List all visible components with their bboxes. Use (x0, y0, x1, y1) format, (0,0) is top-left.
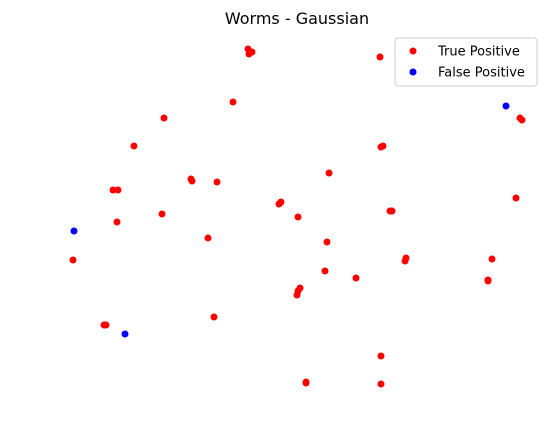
true-positive-point-10 (379, 142, 387, 150)
true-positive-point-29 (401, 257, 409, 265)
true-positive-point-14 (213, 178, 221, 186)
true-positive-point-25 (204, 234, 212, 242)
true-positive-point-37 (293, 291, 301, 299)
true-positive-point-4 (229, 98, 237, 106)
true-positive-point-17 (512, 194, 520, 202)
true-positive-point-27 (69, 256, 77, 264)
points-layer (69, 45, 526, 388)
legend-frame (394, 37, 538, 87)
true-positive-point-23 (294, 213, 302, 221)
false-positive-point-1 (70, 227, 78, 235)
true-positive-point-26 (323, 238, 331, 246)
true-positive-point-38 (210, 313, 218, 321)
legend: True Positive False Positive (394, 37, 538, 87)
true-positive-point-43 (302, 379, 310, 387)
true-positive-point-24 (113, 218, 121, 226)
true-positive-point-21 (388, 207, 396, 215)
legend-marker-false-positive (409, 68, 417, 76)
true-positive-point-15 (109, 186, 117, 194)
legend-label-false-positive: False Positive (438, 66, 525, 81)
legend-label-true-positive: True Positive (437, 45, 520, 60)
true-positive-point-3 (376, 53, 384, 61)
true-positive-point-13 (188, 177, 196, 185)
true-positive-point-7 (518, 116, 526, 124)
true-positive-point-16 (114, 186, 122, 194)
true-positive-point-22 (158, 210, 166, 218)
true-positive-point-34 (484, 277, 492, 285)
legend-marker-true-positive (409, 47, 417, 55)
true-positive-point-31 (321, 267, 329, 275)
true-positive-point-32 (352, 274, 360, 282)
true-positive-point-41 (377, 352, 385, 360)
false-positive-point-2 (121, 330, 129, 338)
true-positive-point-11 (325, 169, 333, 177)
true-positive-point-44 (377, 380, 385, 388)
true-positive-point-2 (245, 50, 253, 58)
true-positive-point-40 (102, 321, 110, 329)
true-positive-point-30 (488, 255, 496, 263)
chart-title: Worms - Gaussian (225, 9, 369, 28)
true-positive-point-8 (130, 142, 138, 150)
false-positive-point-0 (502, 102, 510, 110)
true-positive-point-19 (275, 200, 283, 208)
true-positive-point-5 (160, 114, 168, 122)
